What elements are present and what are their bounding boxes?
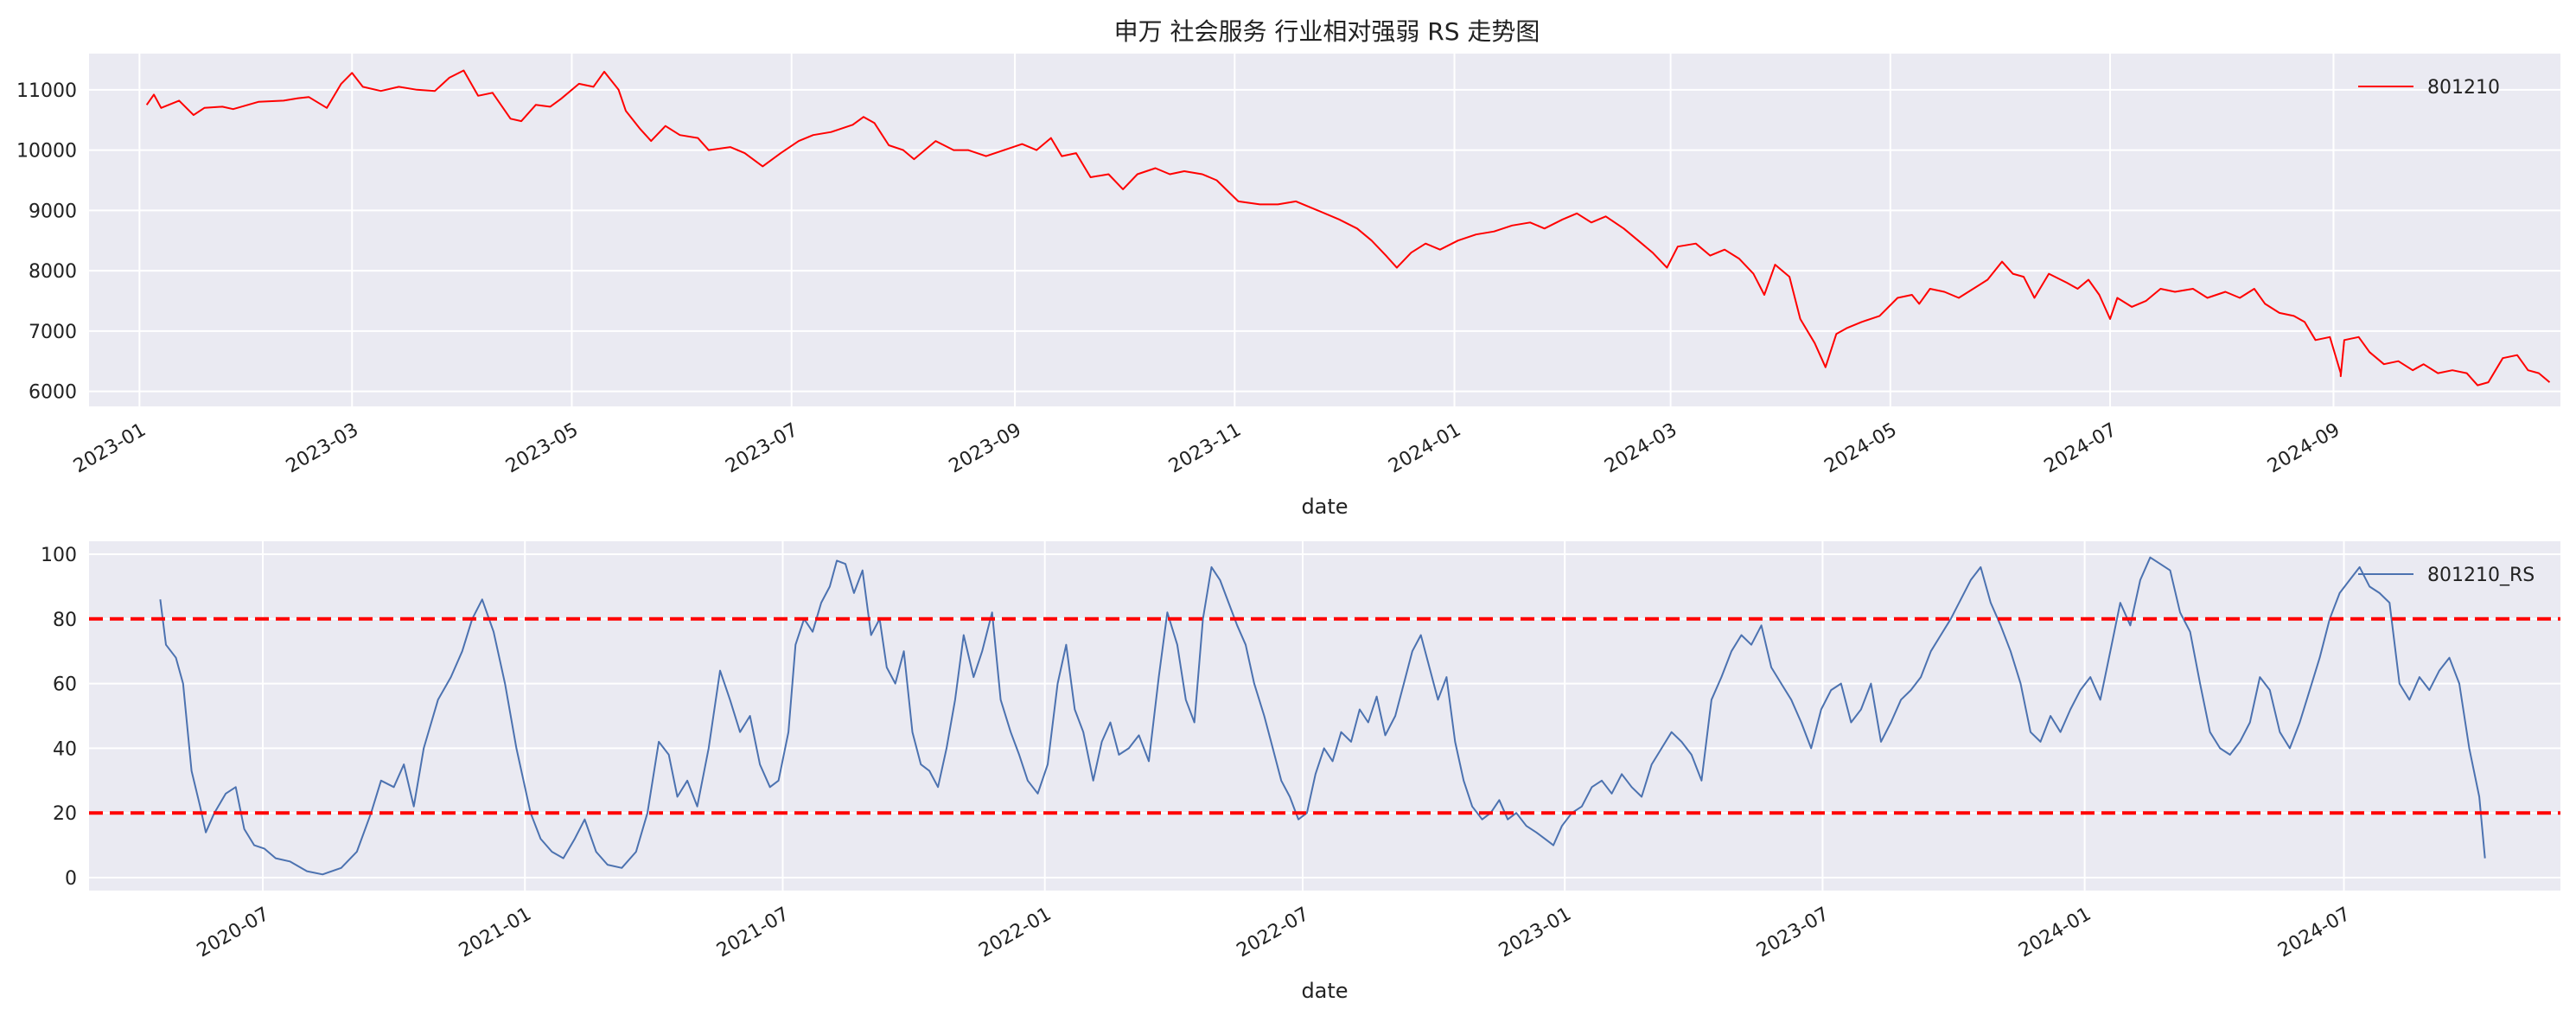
x-tick-label: 2023-07: [1753, 904, 1833, 962]
x-tick-label: 2023-01: [1495, 904, 1575, 962]
x-tick-label: 2024-01: [1385, 419, 1464, 478]
x-tick-label: 2021-01: [456, 904, 535, 962]
y-tick-label: 10000: [16, 141, 77, 163]
y-tick-label: 60: [53, 674, 77, 696]
price-panel: 2023-01 2023-03 2023-05 2023-07 2023-09 2023-…: [16, 54, 2560, 519]
chart-title: 申万 社会服务 行业相对强弱 RS 走势图: [1114, 17, 1540, 46]
x-tick-label: 2023-11: [1165, 419, 1245, 478]
x-axis-label: date: [1301, 495, 1348, 519]
x-tick-label: 2024-01: [2015, 904, 2095, 962]
y-tick-label: 6000: [29, 382, 77, 404]
x-tick-label: 2024-03: [1601, 419, 1680, 478]
y-tick-label: 11000: [16, 80, 77, 102]
legend-label: 801210_RS: [2427, 565, 2535, 586]
x-tick-label: 2020-07: [194, 904, 273, 962]
x-tick-label: 2023-05: [502, 419, 582, 478]
x-tick-label: 2024-05: [1821, 419, 1901, 478]
x-axis-label: date: [1301, 979, 1348, 1003]
x-tick-label: 2023-01: [70, 419, 150, 478]
y-tick-label: 0: [65, 868, 77, 890]
x-tick-label: 2024-07: [2041, 419, 2120, 478]
y-tick-label: 40: [53, 738, 77, 760]
plot-area: [89, 54, 2560, 406]
x-tick-label: 2024-09: [2264, 419, 2343, 478]
x-tick-label: 2023-07: [722, 419, 801, 478]
y-tick-label: 8000: [29, 261, 77, 283]
rs-panel: 2020-07 2021-01 2021-07 2022-01 2022-07 2023-…: [41, 541, 2560, 1003]
y-tick-label: 80: [53, 610, 77, 631]
y-tick-label: 100: [41, 545, 77, 566]
x-tick-label: 2024-07: [2274, 904, 2354, 962]
x-tick-label: 2023-09: [946, 419, 1025, 478]
series-line-801210_RS: [159, 556, 2486, 876]
x-tick-label: 2023-03: [283, 419, 362, 478]
x-tick-label: 2022-07: [1234, 904, 1313, 962]
y-tick-label: 20: [53, 803, 77, 825]
plot-area: [89, 541, 2560, 891]
legend-label: 801210: [2427, 77, 2500, 99]
x-tick-label: 2021-07: [713, 904, 793, 962]
y-tick-label: 9000: [29, 201, 77, 222]
x-tick-label: 2022-01: [975, 904, 1055, 962]
series-line-801210: [145, 69, 2551, 386]
y-tick-label: 7000: [29, 322, 77, 343]
